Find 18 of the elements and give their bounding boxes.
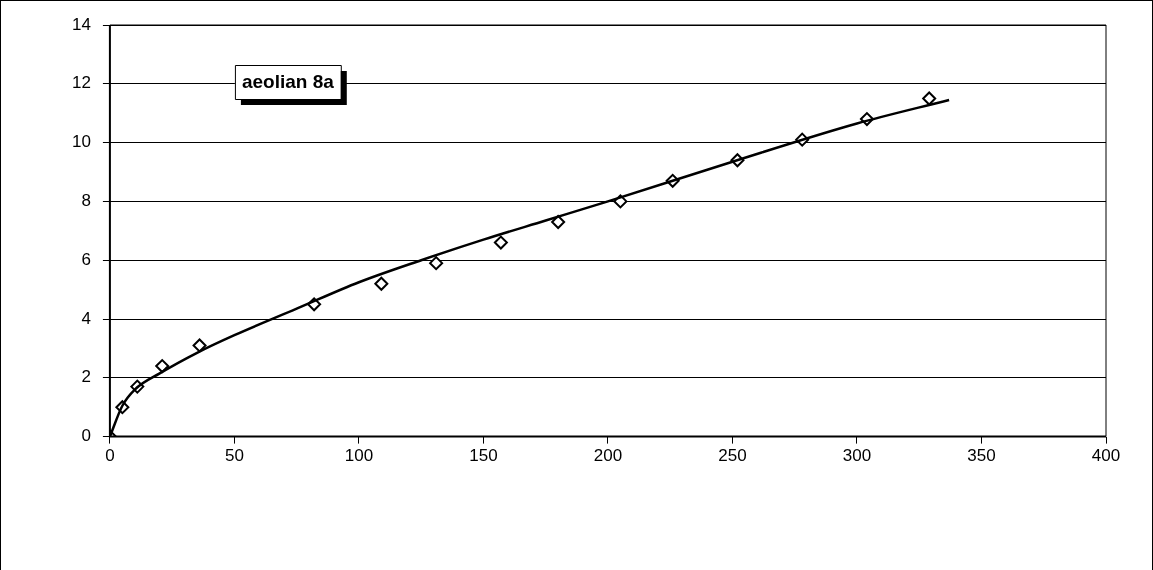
x-tick-label: 0 [105, 446, 115, 466]
y-tick-label: 0 [81, 426, 91, 446]
x-tick-label: 300 [842, 446, 872, 466]
x-tick-label: 400 [1091, 446, 1121, 466]
x-tick-label: 100 [344, 446, 374, 466]
y-tick-label: 2 [81, 367, 91, 387]
y-tick-label: 4 [81, 308, 91, 328]
x-tick-label: 150 [469, 446, 498, 466]
y-tick-label: 12 [71, 73, 91, 93]
x-tick-label: 350 [967, 446, 996, 466]
x-tick-label: 50 [224, 446, 244, 466]
x-tick-label: 200 [593, 446, 623, 466]
y-tick-label: 14 [71, 14, 91, 34]
text: aeolian 8a [241, 71, 335, 93]
y-tick-label: 10 [71, 132, 91, 152]
y-tick-label: 8 [81, 191, 91, 211]
y-tick-label: 6 [81, 249, 91, 269]
x-tick-label: 250 [718, 446, 747, 466]
